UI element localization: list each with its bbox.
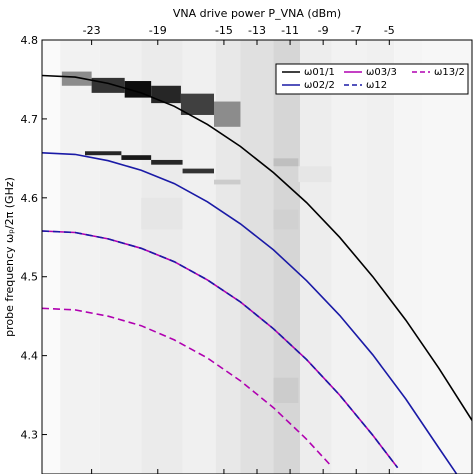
heatmap-column xyxy=(331,40,367,474)
top-tick-label: -11 xyxy=(281,24,299,37)
y-tick-label: 4.3 xyxy=(21,429,39,442)
heatmap-feature xyxy=(61,71,92,86)
heatmap-column xyxy=(300,40,332,474)
top-tick-label: -7 xyxy=(351,24,362,37)
y-tick-label: 4.5 xyxy=(21,271,39,284)
top-axis-title: VNA drive power P_VNA (dBm) xyxy=(173,7,341,20)
top-tick-label: -9 xyxy=(318,24,329,37)
y-tick-label: 4.4 xyxy=(21,350,39,363)
legend-label: ω12 xyxy=(366,80,387,91)
y-tick-label: 4.8 xyxy=(21,34,39,47)
series-line xyxy=(42,152,458,474)
heatmap-feature xyxy=(273,158,299,167)
series-line xyxy=(42,307,331,466)
heatmap-feature xyxy=(85,151,122,156)
heatmap-column xyxy=(60,40,100,474)
heatmap-feature xyxy=(182,168,214,174)
heatmap-column xyxy=(42,40,61,474)
heatmap-feature xyxy=(141,197,183,230)
heatmap-feature xyxy=(151,85,181,104)
heatmap-feature xyxy=(214,179,241,185)
legend-label: ω03/3 xyxy=(366,67,397,78)
top-axis: -23 -19 -15 -13 -11 -9 -7 -5 xyxy=(83,24,395,45)
top-tick-label: -13 xyxy=(248,24,266,37)
series-line xyxy=(42,230,399,469)
legend-label: ω02/2 xyxy=(304,80,335,91)
bottom-axis-ticks xyxy=(91,469,390,474)
heatmap-feature xyxy=(298,166,332,183)
top-tick-label: -23 xyxy=(83,24,101,37)
top-tick-label: -19 xyxy=(149,24,167,37)
top-tick-label: -15 xyxy=(215,24,233,37)
heatmap-column xyxy=(366,40,395,474)
heatmap-feature xyxy=(180,93,214,115)
y-axis: 4.3 4.4 4.5 4.6 4.7 4.8 xyxy=(21,34,47,442)
heatmap-column xyxy=(99,40,142,474)
top-tick-label: -5 xyxy=(384,24,395,37)
legend: ω01/1 ω03/3 ω13/2 ω02/2 ω12 xyxy=(275,63,469,95)
heatmap-feature xyxy=(121,155,152,160)
heatmap-feature xyxy=(214,101,241,127)
legend-label: ω01/1 xyxy=(304,67,335,78)
heatmap-feature xyxy=(91,77,125,93)
heatmap-feature xyxy=(273,377,299,403)
y-tick-label: 4.7 xyxy=(21,113,39,126)
series-line xyxy=(42,74,472,422)
legend-label: ω13/2 xyxy=(434,67,465,78)
series-lines xyxy=(42,74,472,474)
heatmap-background xyxy=(42,40,472,474)
y-axis-title: probe frequency ωₚ/2π (GHz) xyxy=(3,177,16,337)
heatmap-feature xyxy=(151,159,183,165)
heatmap-column xyxy=(394,40,423,474)
heatmap-feature xyxy=(273,209,299,230)
y-tick-label: 4.6 xyxy=(21,192,39,205)
heatmap-column xyxy=(422,40,472,474)
heatmap-column xyxy=(240,40,274,474)
heatmap-column xyxy=(273,40,300,474)
legend-box xyxy=(275,63,469,95)
